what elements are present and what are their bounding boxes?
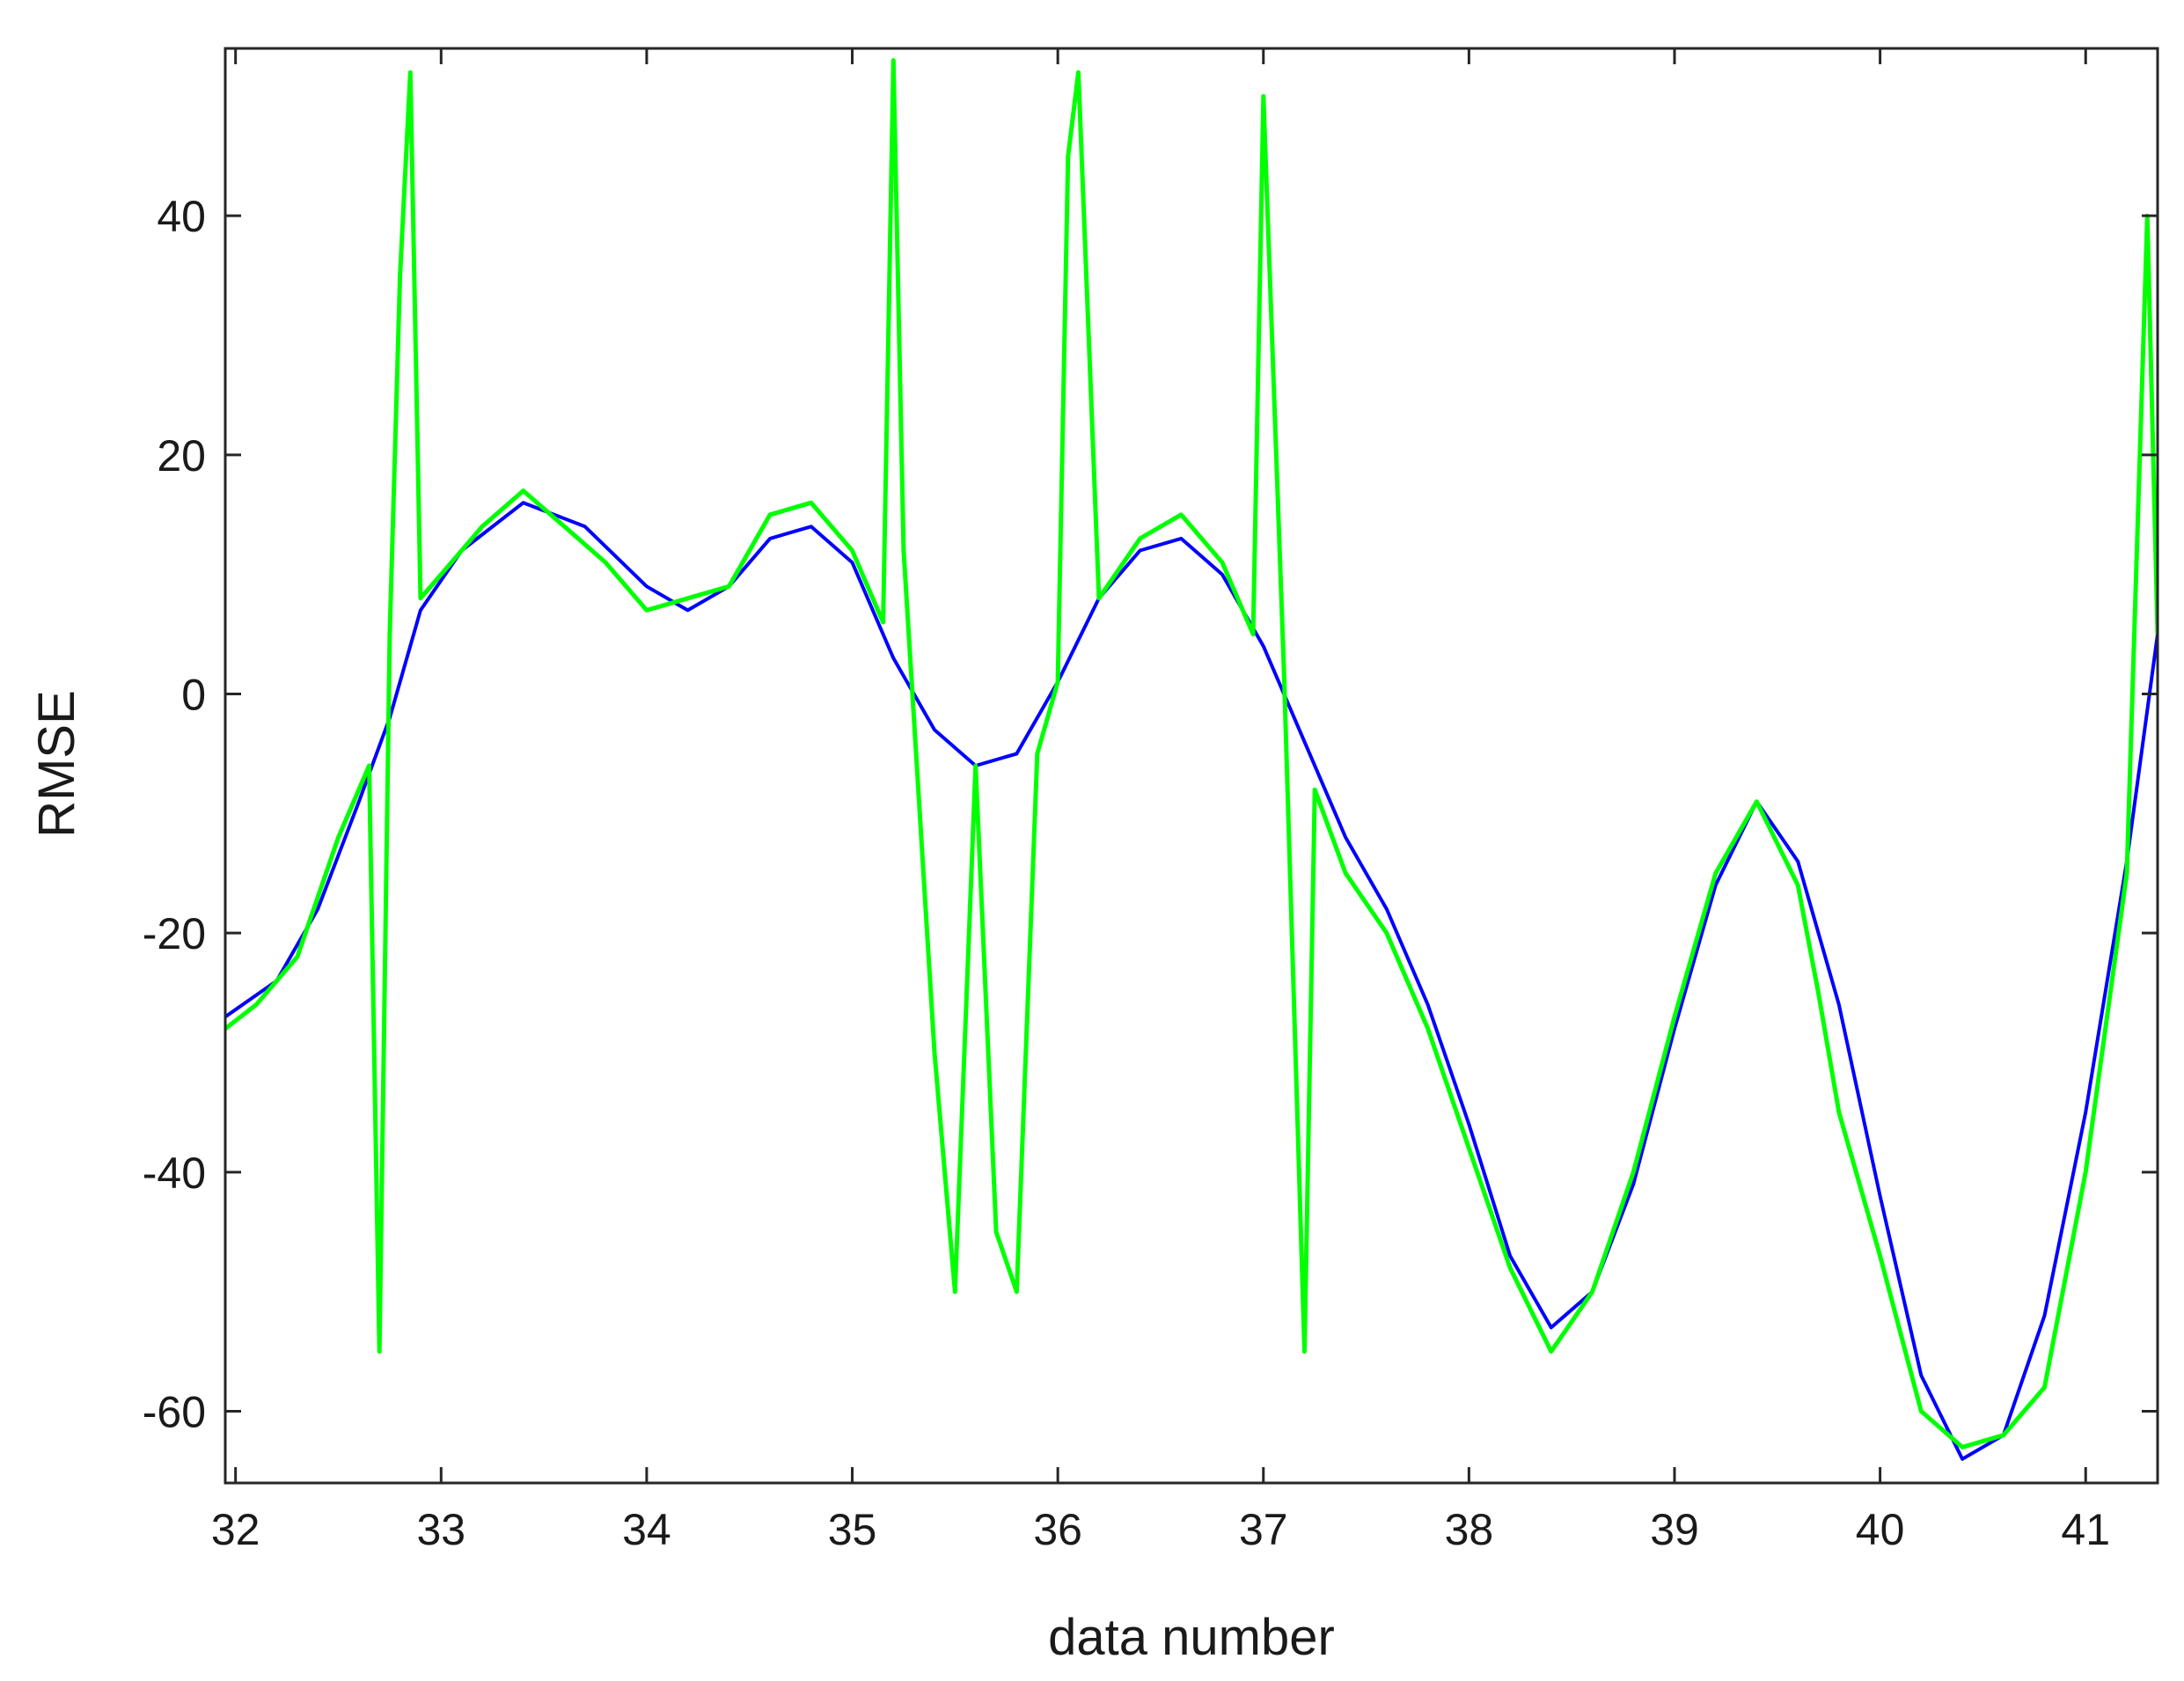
x-tick-label: 41	[2061, 1505, 2110, 1554]
x-tick-label: 36	[1033, 1505, 1082, 1554]
x-tick-label: 37	[1239, 1505, 1288, 1554]
y-axis-title: RMSE	[28, 690, 85, 838]
x-tick-label: 40	[1856, 1505, 1905, 1554]
x-tick-label: 35	[828, 1505, 877, 1554]
plot-frame	[224, 47, 2159, 1485]
x-axis-title: data number	[1048, 1609, 1335, 1666]
y-tick-label: -20	[143, 909, 206, 958]
tick-layer: 32 33 34 35 36 37 38 39 40 41 -60 -40 -20 0 20 40	[143, 48, 2158, 1554]
x-tick-label: 39	[1650, 1505, 1699, 1554]
y-tick-label: 0	[181, 671, 206, 720]
y-tick-label: -40	[143, 1149, 206, 1198]
x-tick-label: 34	[622, 1505, 671, 1554]
y-tick-label: -60	[143, 1388, 206, 1437]
series-line-1	[225, 58, 2158, 1450]
x-tick-label: 33	[416, 1505, 465, 1554]
y-tick-label: 20	[157, 431, 206, 481]
series-line-0	[225, 501, 2158, 1461]
x-tick-label: 32	[211, 1505, 260, 1554]
series-layer	[225, 58, 2158, 1461]
y-tick-label: 40	[157, 192, 206, 241]
x-tick-label: 38	[1445, 1505, 1494, 1554]
